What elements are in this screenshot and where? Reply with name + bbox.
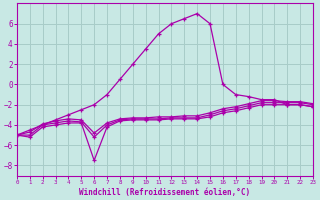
X-axis label: Windchill (Refroidissement éolien,°C): Windchill (Refroidissement éolien,°C) xyxy=(79,188,251,197)
